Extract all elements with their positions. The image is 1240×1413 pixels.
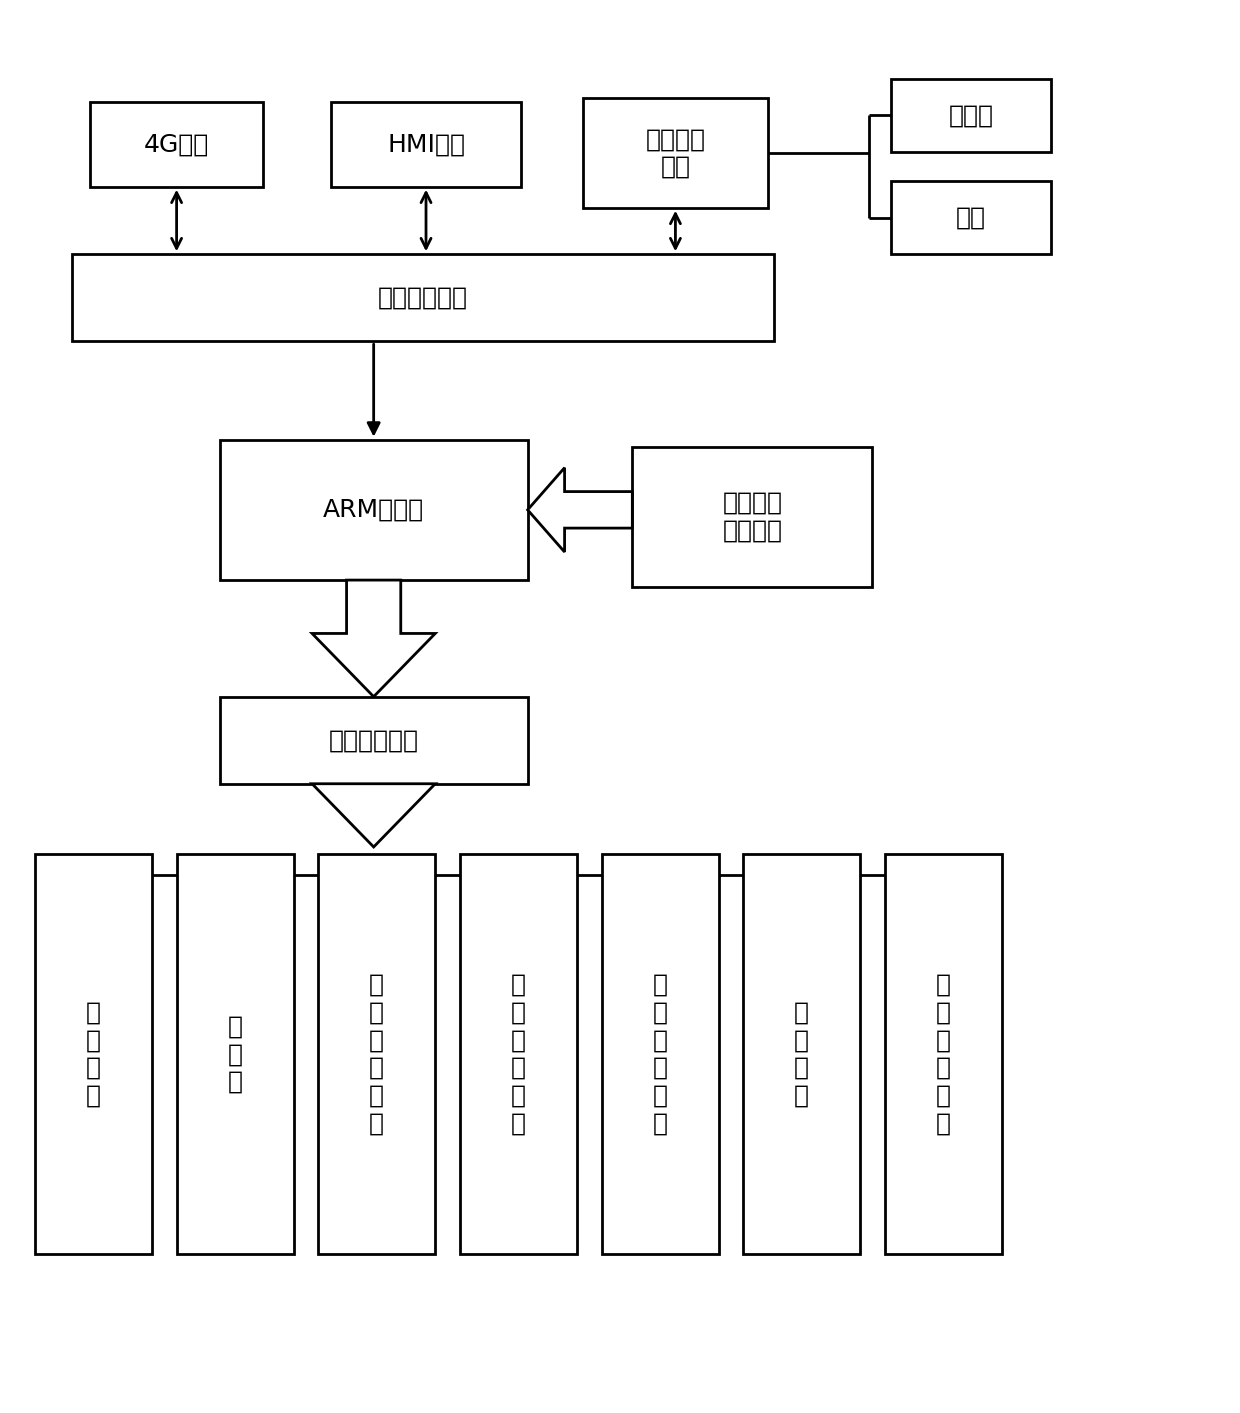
Bar (460, 853, 577, 1255)
Text: 报
警
指
示
模
块: 报 警 指 示 模 块 (936, 972, 951, 1136)
Text: 软
化
水
调
节
阀: 软 化 水 调 节 阀 (370, 972, 384, 1136)
Polygon shape (312, 581, 435, 697)
Text: 软
化
水
流
模
块: 软 化 水 流 模 块 (511, 972, 526, 1136)
Text: 电
解
电
源: 电 解 电 源 (86, 1000, 100, 1108)
Polygon shape (528, 468, 632, 552)
Bar (892, 79, 1052, 151)
Text: 电
导
率
仪: 电 导 率 仪 (794, 1000, 810, 1108)
Polygon shape (312, 784, 435, 846)
Text: 总流量: 总流量 (949, 103, 993, 127)
Bar (219, 439, 528, 581)
Bar (885, 853, 1002, 1255)
Bar (892, 181, 1052, 254)
Bar (743, 853, 861, 1255)
Bar (583, 99, 768, 208)
Bar (319, 853, 435, 1255)
Bar (72, 254, 774, 342)
Text: 模拟信号
处理电路: 模拟信号 处理电路 (723, 490, 782, 543)
Bar (176, 853, 294, 1255)
Bar (632, 447, 873, 588)
Text: 余氯: 余氯 (956, 206, 986, 230)
Bar (331, 103, 522, 187)
Text: HMI模块: HMI模块 (387, 133, 465, 157)
Text: 浓
盐
泵: 浓 盐 泵 (228, 1015, 243, 1094)
Text: ARM单片机: ARM单片机 (324, 497, 424, 521)
Text: 第一驱动电路: 第一驱动电路 (329, 728, 419, 752)
Bar (35, 853, 153, 1255)
Bar (91, 103, 263, 187)
Text: 4G模块: 4G模块 (144, 133, 210, 157)
Text: 运
行
指
示
模
块: 运 行 指 示 模 块 (652, 972, 667, 1136)
Text: 无线数传
模块: 无线数传 模块 (646, 127, 706, 179)
Bar (601, 853, 718, 1255)
Text: 第二驱动电路: 第二驱动电路 (378, 285, 467, 309)
Bar (219, 697, 528, 784)
